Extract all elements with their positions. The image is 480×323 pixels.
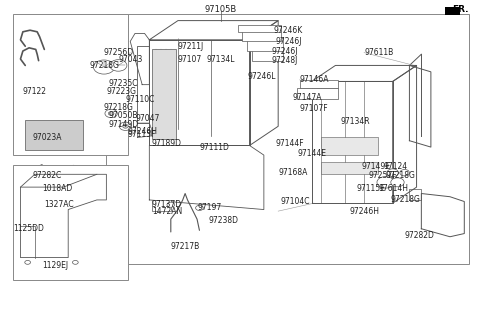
Circle shape (105, 109, 117, 118)
Text: 1018AD: 1018AD (42, 184, 72, 193)
Text: 97218G: 97218G (385, 172, 415, 181)
Bar (242, 30, 281, 41)
Text: 97248J: 97248J (271, 56, 298, 65)
Text: 97246J: 97246J (271, 47, 298, 56)
Circle shape (122, 124, 128, 128)
Text: 97134L: 97134L (206, 55, 235, 64)
Text: 97246J: 97246J (276, 37, 302, 46)
Text: 97115E: 97115E (357, 184, 386, 193)
Text: 97168A: 97168A (278, 168, 308, 177)
Text: 97246H: 97246H (350, 207, 380, 216)
Text: 97107F: 97107F (300, 104, 328, 113)
Circle shape (94, 60, 115, 74)
Bar (107, 14, 469, 264)
Text: 97124: 97124 (383, 162, 408, 171)
Text: 97256D: 97256D (104, 48, 134, 57)
Circle shape (387, 169, 398, 177)
Bar (152, 200, 171, 211)
Text: 97614H: 97614H (378, 184, 408, 193)
Text: 97217B: 97217B (171, 242, 200, 251)
Text: 97023A: 97023A (33, 133, 62, 142)
Text: 97147A: 97147A (292, 93, 322, 102)
Circle shape (25, 260, 31, 264)
Text: 1125DD: 1125DD (13, 224, 44, 233)
Text: 97111D: 97111D (199, 142, 229, 151)
Text: 97134R: 97134R (340, 117, 370, 126)
Circle shape (72, 260, 78, 264)
Text: 97149E: 97149E (362, 162, 391, 171)
Text: 97115F: 97115F (128, 130, 156, 139)
Text: 97144E: 97144E (297, 149, 326, 158)
Circle shape (119, 122, 132, 130)
Bar (300, 80, 338, 88)
Text: 97238D: 97238D (209, 216, 239, 225)
Bar (247, 38, 283, 51)
Bar (321, 162, 378, 174)
Text: 97047: 97047 (135, 114, 159, 123)
Text: 97137D: 97137D (152, 200, 182, 209)
Text: 97107: 97107 (178, 55, 202, 64)
Text: 97246K: 97246K (274, 26, 303, 35)
Text: 97110C: 97110C (125, 95, 155, 104)
Text: 97282D: 97282D (405, 231, 434, 240)
Text: 97218G: 97218G (390, 195, 420, 204)
Bar (321, 138, 378, 155)
Circle shape (196, 205, 203, 211)
Text: 97122: 97122 (23, 87, 47, 96)
Bar (152, 49, 176, 139)
Circle shape (110, 60, 127, 71)
Text: 97246L: 97246L (247, 72, 276, 81)
Bar (297, 88, 338, 99)
Bar (13, 165, 128, 280)
Circle shape (167, 202, 175, 207)
Text: 97105B: 97105B (205, 5, 237, 14)
Bar (238, 25, 281, 32)
Circle shape (377, 177, 394, 188)
Text: 97050B: 97050B (109, 110, 138, 120)
Circle shape (391, 178, 404, 187)
Text: 97189D: 97189D (152, 140, 182, 148)
Bar (25, 120, 83, 150)
Text: 1472AN: 1472AN (152, 207, 182, 216)
Text: 97149D: 97149D (109, 120, 139, 129)
Text: 97611B: 97611B (364, 48, 393, 57)
Text: 97218G: 97218G (104, 103, 134, 111)
Text: 1327AC: 1327AC (44, 200, 74, 209)
Text: 97043: 97043 (118, 55, 143, 64)
Text: 97211J: 97211J (178, 42, 204, 51)
Bar (445, 7, 459, 15)
Circle shape (108, 111, 114, 115)
Text: 97144F: 97144F (276, 140, 304, 148)
Text: 97235C: 97235C (109, 78, 138, 88)
Text: 97197: 97197 (197, 203, 221, 213)
Text: 97218G: 97218G (90, 61, 120, 70)
Text: 1129EJ: 1129EJ (42, 261, 68, 270)
Text: 97246H: 97246H (128, 127, 158, 136)
Text: 97257F: 97257F (369, 172, 397, 181)
Bar (252, 48, 283, 61)
Text: 97104C: 97104C (281, 197, 310, 206)
Text: 97282C: 97282C (33, 172, 61, 181)
Bar (13, 14, 128, 155)
Text: FR.: FR. (452, 5, 469, 14)
Text: 97146A: 97146A (300, 75, 329, 84)
Circle shape (400, 170, 409, 176)
Text: 97223G: 97223G (107, 87, 136, 96)
